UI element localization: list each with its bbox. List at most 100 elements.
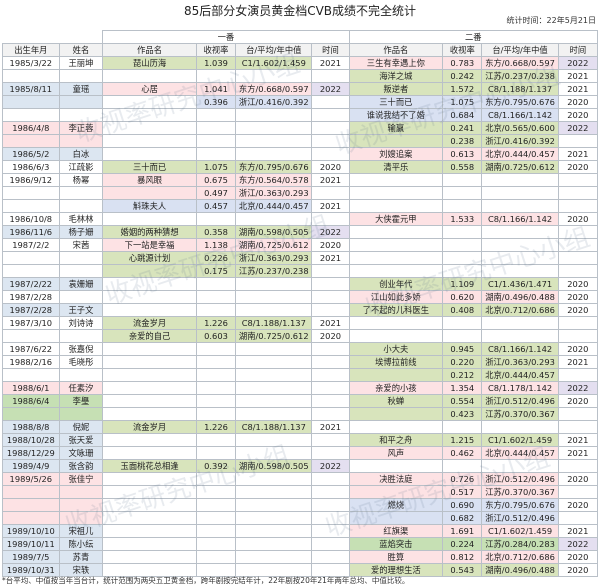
column-header: 姓名 <box>58 43 104 57</box>
year-cell <box>311 433 350 447</box>
table-row: 1989/5/26 张佳宁 决胜法庭 0.726 浙江/0.512/0.496 2020 <box>2 472 599 486</box>
work-cell: 三生有幸遇上你 <box>348 56 444 70</box>
year-cell <box>311 108 350 122</box>
avg-cell: 北京/0.444/0.457 <box>481 446 559 460</box>
name-cell <box>58 264 104 278</box>
name-cell: 童瑶 <box>58 82 104 96</box>
rating-cell: 1.226 <box>195 316 237 330</box>
rating-cell <box>195 524 237 538</box>
rating-cell: 0.224 <box>442 537 483 551</box>
name-cell: 宋轶 <box>58 563 104 577</box>
name-cell <box>58 485 104 499</box>
rating-cell <box>195 433 237 447</box>
rating-cell: 1.215 <box>442 433 483 447</box>
rating-cell: 1.075 <box>195 160 237 174</box>
rating-cell: 0.726 <box>442 472 483 486</box>
year-cell <box>311 147 350 161</box>
birth-date-cell: 1985/3/22 <box>2 56 60 70</box>
rating-cell: 0.220 <box>442 355 483 369</box>
work-cell <box>102 342 197 356</box>
table-row: 1989/10/10 宋祖儿 红旗渠 1.691 C1/1.602/1.459 2021 <box>2 524 599 538</box>
avg-cell <box>235 537 313 551</box>
rating-cell: 0.396 <box>195 95 237 109</box>
work-cell <box>102 446 197 460</box>
avg-cell <box>235 134 313 148</box>
year-cell <box>311 303 350 317</box>
year-cell: 2020 <box>557 303 599 317</box>
year-cell <box>311 446 350 460</box>
avg-cell <box>235 446 313 460</box>
name-cell: 王丽坤 <box>58 56 104 70</box>
year-cell <box>311 121 350 135</box>
work-cell <box>102 355 197 369</box>
avg-cell: C8/1.188/1.137 <box>235 420 313 434</box>
table-row: 1987/2/28 江山如此多娇 0.620 湖南/0.496/0.488 2020 <box>2 290 599 304</box>
year-cell <box>557 173 599 187</box>
birth-date-cell: 1986/5/2 <box>2 147 60 161</box>
work-cell: 刘嫂追案 <box>348 147 444 161</box>
year-cell: 2022 <box>557 121 599 135</box>
year-cell: 2022 <box>557 537 599 551</box>
group-header-2: 二番 <box>348 30 598 44</box>
birth-date-cell <box>2 95 60 109</box>
name-cell <box>58 199 104 213</box>
table-row: 1988/12/29 文咏珊 风声 0.462 北京/0.444/0.457 2021 <box>2 446 599 460</box>
rating-cell: 0.620 <box>442 290 483 304</box>
year-cell <box>557 199 599 213</box>
avg-cell <box>235 69 313 83</box>
birth-date-cell: 1986/9/12 <box>2 173 60 187</box>
year-cell: 2021 <box>557 433 599 447</box>
rating-cell: 1.691 <box>442 524 483 538</box>
table-row: 1988/6/4 李璺 秋蝉 0.554 浙江/0.512/0.496 2020 <box>2 394 599 408</box>
rating-cell <box>195 342 237 356</box>
table-row: 0.238 浙江/0.416/0.392 <box>2 134 599 148</box>
column-header: 时间 <box>557 43 599 57</box>
avg-cell: 浙江/0.512/0.496 <box>481 394 559 408</box>
name-cell: 张天爱 <box>58 433 104 447</box>
year-cell: 2020 <box>557 160 599 174</box>
year-cell: 2020 <box>557 342 599 356</box>
work-cell: 亲爱的自己 <box>102 329 197 343</box>
avg-cell <box>235 550 313 564</box>
work-cell <box>102 472 197 486</box>
table-row: 0.423 江苏/0.370/0.367 <box>2 407 599 421</box>
year-cell <box>311 69 350 83</box>
name-cell <box>58 368 104 382</box>
year-cell <box>557 238 599 252</box>
avg-cell: 江苏/0.370/0.367 <box>481 407 559 421</box>
name-cell: 陈小纭 <box>58 537 104 551</box>
avg-cell: C8/1.166/1.142 <box>481 108 559 122</box>
work-cell: 谁说我结不了婚 <box>348 108 444 122</box>
avg-cell <box>235 472 313 486</box>
table-row: 1988/10/28 张天爱 和平之舟 1.215 C1/1.602/1.459 2021 <box>2 433 599 447</box>
avg-cell: 湖南/0.598/0.505 <box>235 225 313 239</box>
table-row: 心跳源计划 0.226 浙江/0.363/0.293 2021 <box>2 251 599 265</box>
year-cell: 2022 <box>311 459 350 473</box>
name-cell <box>58 108 104 122</box>
name-cell: 李正蓉 <box>58 121 104 135</box>
avg-cell: 东方/0.795/0.676 <box>481 498 559 512</box>
year-cell: 2021 <box>311 56 350 70</box>
year-cell: 2020 <box>557 108 599 122</box>
year-cell <box>557 511 599 525</box>
column-header: 作品名 <box>348 43 444 57</box>
year-cell <box>311 355 350 369</box>
work-cell <box>348 134 444 148</box>
rating-cell: 0.517 <box>442 485 483 499</box>
year-cell <box>557 368 599 382</box>
data-table: 一番 二番 出生年月 姓名 作品名 收视率 台/平均/年中值 时间 作品名 收视率 台/平均/年… <box>2 30 599 577</box>
table-row: 亲爱的自己 0.603 湖南/0.725/0.612 2020 <box>2 329 599 343</box>
birth-date-cell: 1988/6/1 <box>2 381 60 395</box>
work-cell <box>102 95 197 109</box>
work-cell: 流金岁月 <box>102 316 197 330</box>
avg-cell <box>235 511 313 525</box>
birth-date-cell <box>2 186 60 200</box>
table-row: 1987/2/28 王子文 了不起的儿科医生 0.408 北京/0.712/0.686 2… <box>2 303 599 317</box>
table-row: 0.212 北京/0.444/0.457 <box>2 368 599 382</box>
year-cell <box>311 524 350 538</box>
avg-cell: C8/1.166/1.142 <box>481 212 559 226</box>
rating-cell: 1.354 <box>442 381 483 395</box>
avg-cell: C1/1.436/1.471 <box>481 277 559 291</box>
table-row: 1988/6/1 任素汐 亲爱的小孩 1.354 C8/1.178/1.142 2022 <box>2 381 599 395</box>
column-header: 台/平均/年中值 <box>481 43 559 57</box>
